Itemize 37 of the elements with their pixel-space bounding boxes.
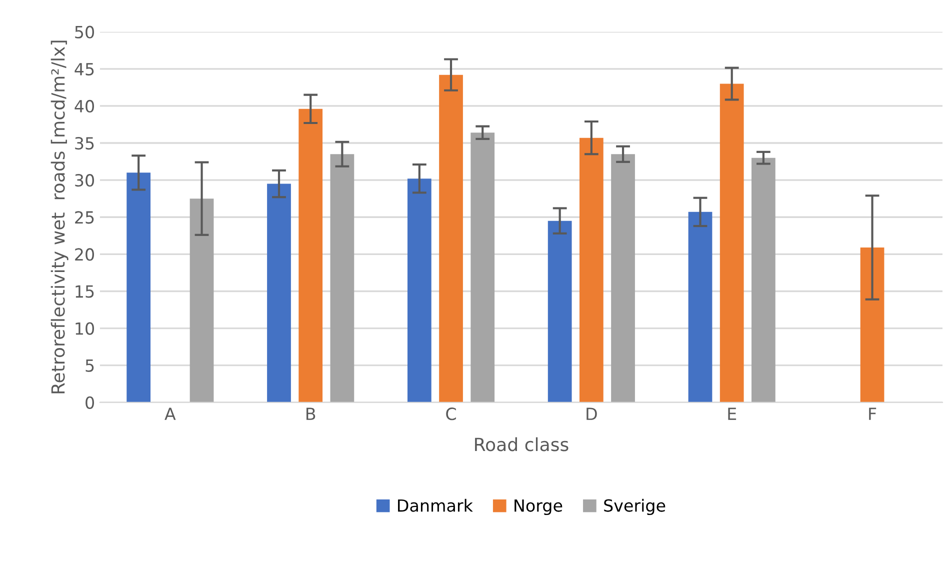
y-tick-label: 10: [76, 322, 94, 335]
y-axis-title: Retroreflectivity wet roads [mcd/m²/lx]: [50, 40, 68, 394]
y-tick-label: 25: [75, 211, 94, 224]
y-tick-label: 30: [75, 174, 94, 187]
bar: [330, 154, 354, 402]
y-tick-label: 20: [75, 248, 94, 261]
y-tick-label: 5: [86, 360, 94, 372]
bar: [752, 158, 776, 402]
x-tick-label: A: [164, 408, 176, 420]
bar: [439, 74, 463, 402]
y-tick-label: 50: [75, 26, 94, 38]
bar: [267, 184, 291, 402]
y-tick-label: 45: [74, 63, 94, 76]
bar: [470, 132, 495, 402]
legend-label: Danmark: [398, 498, 473, 512]
bar: [611, 154, 635, 402]
x-tick-label: B: [306, 408, 316, 420]
bar: [407, 178, 432, 402]
bar: [860, 248, 884, 402]
bar: [688, 212, 712, 402]
bar: [190, 198, 214, 402]
y-tick-label: 35: [75, 136, 94, 150]
legend-label: Norge: [514, 499, 562, 516]
x-axis-title: Road class: [475, 437, 568, 452]
y-tick-label: 40: [74, 100, 94, 113]
legend-label: Sverige: [604, 498, 666, 516]
y-tick-label: 0: [86, 396, 94, 409]
x-tick-label: D: [586, 408, 597, 420]
bar: [720, 84, 744, 402]
x-tick-label: E: [728, 408, 736, 420]
x-tick-label: F: [869, 408, 876, 420]
x-tick-label: C: [446, 408, 456, 420]
bar: [548, 220, 572, 402]
bar: [579, 138, 604, 402]
bar: [298, 108, 323, 402]
bar: [126, 172, 151, 402]
y-tick-label: 15: [76, 285, 94, 298]
